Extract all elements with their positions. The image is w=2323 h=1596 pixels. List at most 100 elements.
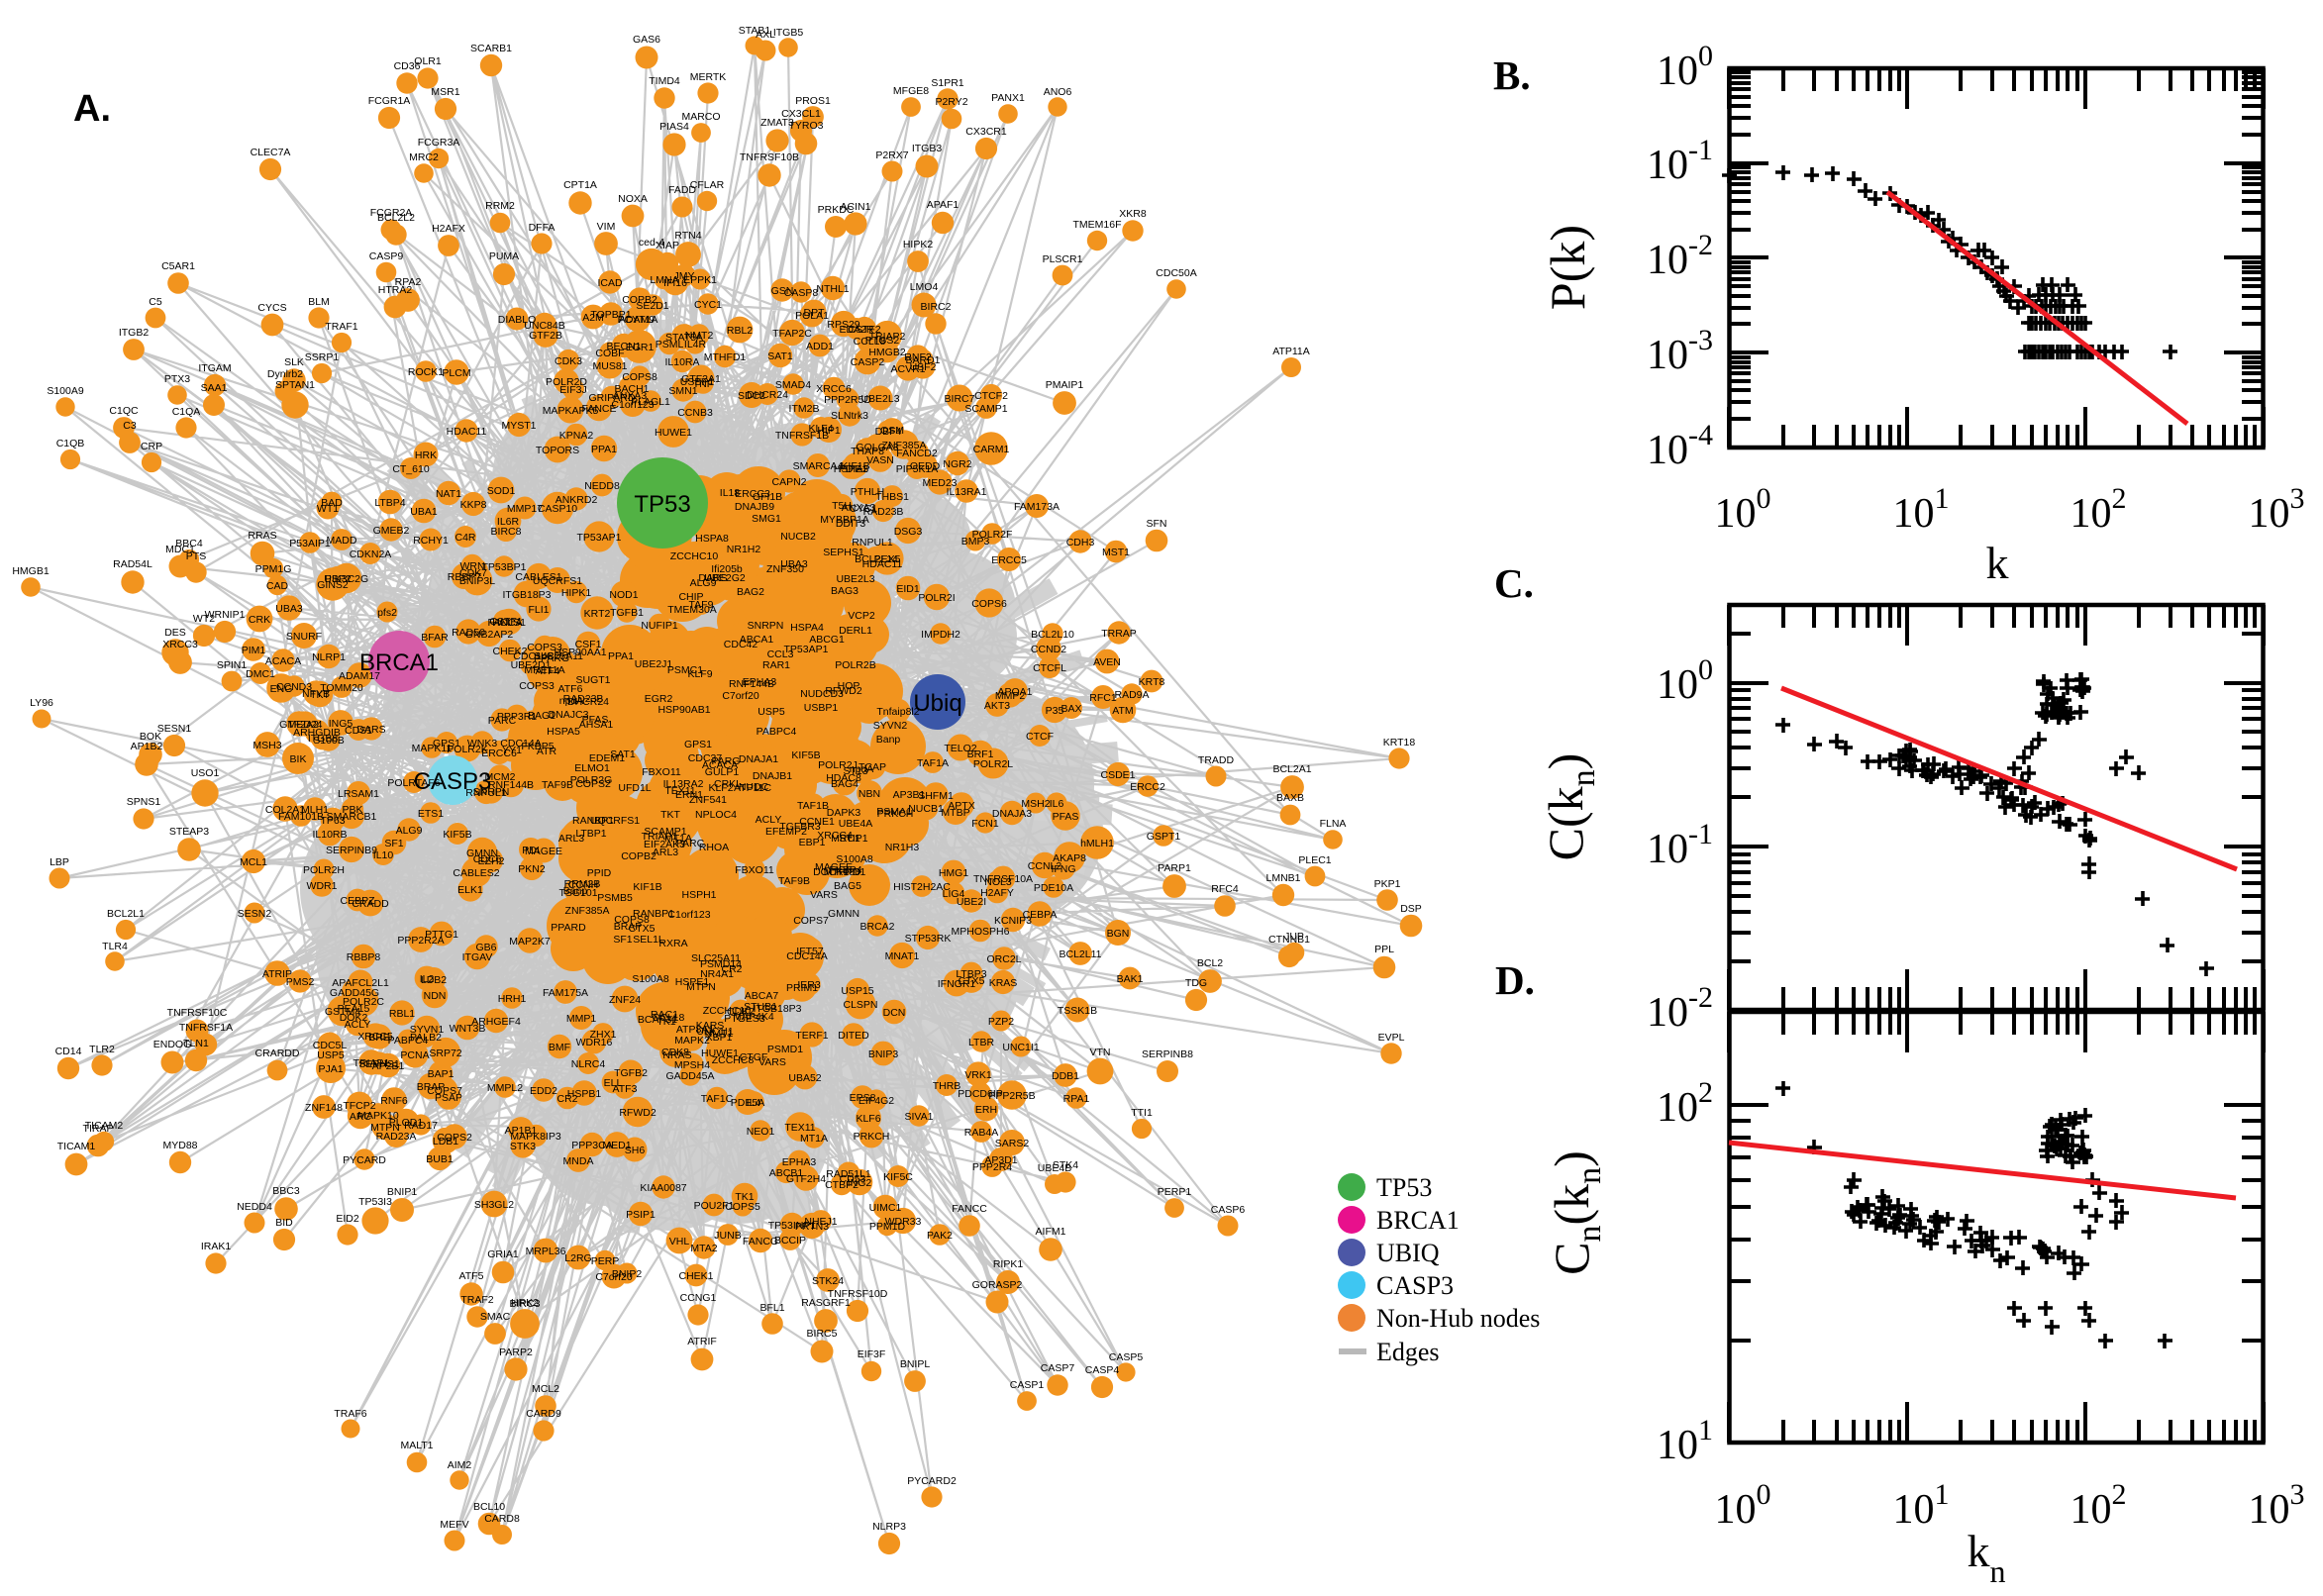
svg-text:CAPN2: CAPN2 (771, 476, 806, 488)
svg-text:VHL: VHL (669, 1236, 690, 1247)
svg-text:USBP1: USBP1 (804, 702, 839, 714)
svg-text:TP53BP1: TP53BP1 (482, 561, 527, 573)
svg-text:SOD1: SOD1 (487, 485, 516, 497)
svg-text:C5AR1: C5AR1 (161, 260, 195, 272)
svg-text:GORASP2: GORASP2 (972, 1279, 1023, 1291)
svg-text:NOL3: NOL3 (984, 876, 1012, 888)
svg-text:AP2B1: AP2B1 (372, 1060, 405, 1072)
svg-text:LTBP4: LTBP4 (374, 497, 405, 509)
svg-text:SH6: SH6 (625, 1145, 646, 1156)
svg-text:KLF4: KLF4 (808, 423, 833, 435)
svg-text:SEPHS1: SEPHS1 (358, 1058, 400, 1070)
svg-text:COPB2: COPB2 (622, 294, 657, 306)
svg-text:PYCARD2: PYCARD2 (907, 1475, 957, 1487)
svg-text:DERL1: DERL1 (839, 625, 872, 637)
svg-text:CARD9: CARD9 (526, 1408, 561, 1420)
svg-text:CAD: CAD (266, 580, 289, 592)
svg-text:SDC2: SDC2 (738, 390, 765, 402)
svg-text:RAD54L: RAD54L (113, 558, 152, 570)
svg-text:CASP1: CASP1 (1010, 1379, 1045, 1391)
svg-text:HUWE1: HUWE1 (701, 1047, 739, 1059)
svg-text:CASP2: CASP2 (851, 356, 885, 368)
svg-text:npdA: npdA (559, 695, 584, 707)
svg-text:D.: D. (1495, 957, 1535, 1003)
svg-text:Tnfaip8l2: Tnfaip8l2 (876, 706, 919, 718)
svg-text:PEX5: PEX5 (874, 553, 901, 565)
svg-text:RFWD2: RFWD2 (825, 685, 861, 697)
svg-text:CRK: CRK (249, 614, 270, 626)
svg-text:RRM2: RRM2 (485, 200, 515, 212)
svg-text:POLR2L: POLR2L (973, 758, 1013, 770)
svg-text:PDE5A: PDE5A (731, 1097, 764, 1109)
svg-text:RHOA: RHOA (699, 842, 729, 853)
svg-text:IER3: IER3 (797, 979, 821, 991)
svg-text:S100A9: S100A9 (47, 385, 84, 397)
svg-text:IL18: IL18 (720, 487, 741, 499)
svg-text:PPP3R1: PPP3R1 (497, 711, 537, 723)
svg-text:GFI1B: GFI1B (753, 491, 782, 503)
svg-text:NGR2: NGR2 (943, 458, 971, 470)
svg-text:UNC1I1: UNC1I1 (1002, 1042, 1040, 1053)
svg-text:CASP10: CASP10 (538, 503, 577, 515)
svg-text:COPS3: COPS3 (527, 642, 562, 653)
svg-text:EPPK1: EPPK1 (683, 274, 717, 286)
svg-text:DBF4: DBF4 (875, 426, 902, 438)
svg-text:CTX5: CTX5 (629, 923, 656, 935)
svg-text:ATF5: ATF5 (459, 1270, 484, 1282)
svg-text:TSG101: TSG101 (558, 887, 597, 899)
svg-text:SESN1: SESN1 (157, 723, 192, 735)
svg-text:DMC1: DMC1 (246, 668, 275, 680)
svg-text:FCGR3A: FCGR3A (418, 137, 460, 149)
svg-text:DSG3: DSG3 (894, 526, 923, 538)
svg-text:A.: A. (73, 88, 111, 130)
svg-text:STK24: STK24 (812, 1275, 844, 1287)
svg-text:DFFA: DFFA (529, 222, 556, 234)
svg-text:ACVR1: ACVR1 (890, 363, 925, 375)
svg-text:IFNG: IFNG (1051, 863, 1075, 875)
svg-text:ACIN1: ACIN1 (841, 201, 871, 213)
svg-text:ANO6: ANO6 (1044, 86, 1072, 98)
svg-text:TNF: TNF (693, 378, 713, 390)
svg-text:MED23: MED23 (922, 477, 957, 489)
svg-text:SAA1: SAA1 (201, 382, 228, 394)
svg-text:XBP1: XBP1 (706, 1032, 733, 1044)
svg-text:Ubiq: Ubiq (913, 690, 961, 717)
svg-text:SYVN2: SYVN2 (873, 720, 908, 732)
svg-text:RNF2: RNF2 (904, 351, 932, 363)
svg-text:DPT: DPT (804, 307, 826, 319)
svg-text:USBP1: USBP1 (680, 376, 715, 388)
svg-text:WRNIP1: WRNIP1 (205, 609, 246, 621)
svg-text:SFN: SFN (1147, 518, 1167, 530)
svg-text:MTA2: MTA2 (690, 1243, 717, 1254)
svg-text:P2RX7: P2RX7 (875, 150, 908, 161)
svg-text:KIF5B: KIF5B (443, 829, 471, 841)
svg-text:BMF: BMF (549, 1042, 570, 1053)
svg-text:ACACA: ACACA (265, 655, 301, 667)
svg-text:MMPL2: MMPL2 (487, 1082, 523, 1094)
svg-text:MARCO: MARCO (681, 111, 720, 123)
svg-text:POLR2D: POLR2D (546, 376, 587, 388)
svg-text:THAP8: THAP8 (851, 446, 884, 457)
svg-text:TERF1: TERF1 (795, 1030, 828, 1042)
svg-text:HIP1: HIP1 (817, 425, 841, 437)
svg-text:USP5: USP5 (758, 706, 785, 718)
svg-text:CR2: CR2 (556, 1093, 577, 1105)
svg-text:GAS6: GAS6 (633, 34, 660, 46)
svg-text:RANBP1: RANBP1 (572, 815, 614, 827)
svg-text:MMP2: MMP2 (995, 690, 1025, 702)
svg-text:BNIP1: BNIP1 (387, 1186, 418, 1198)
svg-text:DARS: DARS (698, 572, 727, 584)
svg-text:BCL2L10: BCL2L10 (1031, 629, 1074, 641)
svg-text:NDN: NDN (424, 990, 447, 1002)
svg-text:ATF4: ATF4 (536, 665, 560, 677)
svg-text:CR2: CR2 (721, 963, 742, 975)
svg-text:NRAS: NRAS (662, 1049, 691, 1061)
svg-text:EIF3J: EIF3J (559, 384, 586, 396)
svg-text:ARHGEF4: ARHGEF4 (471, 1016, 521, 1028)
svg-text:BMP3: BMP3 (961, 536, 990, 548)
svg-text:SYVN1: SYVN1 (410, 1024, 445, 1036)
svg-text:CDC50A: CDC50A (1156, 267, 1196, 279)
svg-text:GOLGA3: GOLGA3 (856, 442, 898, 453)
svg-text:PRKDC: PRKDC (818, 204, 855, 216)
svg-text:RNF6: RNF6 (380, 1095, 408, 1107)
